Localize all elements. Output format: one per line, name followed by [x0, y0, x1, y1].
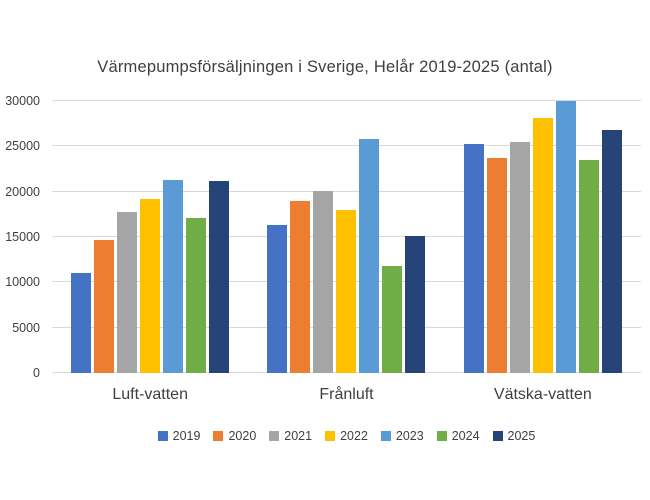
bar-2023-v-tska-vatten — [555, 101, 576, 373]
bar-2024-v-tska-vatten — [578, 159, 599, 373]
legend-label-2025: 2025 — [507, 429, 536, 443]
bar-2024-luft-vatten — [186, 217, 207, 373]
legend-swatch-icon-2021 — [269, 431, 280, 441]
chart-title: Värmepumpsförsäljningen i Sverige, Helår… — [97, 58, 553, 76]
legend-swatch-icon-2023 — [380, 431, 391, 441]
bar-2019-v-tska-vatten — [463, 143, 484, 373]
bar-group-fr-nluft — [248, 101, 444, 373]
bar-group-v-tska-vatten — [445, 101, 641, 373]
y-tick-label-5000: 5000 — [12, 320, 40, 335]
y-tick-label-0: 0 — [33, 366, 40, 380]
gridline-25000 — [52, 145, 641, 147]
gridline-30000 — [52, 100, 641, 101]
y-tick-label-25000: 25000 — [5, 139, 40, 154]
x-category-label-v-tska-vatten: Vätska-vatten — [493, 386, 592, 403]
bar-2020-fr-nluft — [290, 200, 311, 373]
legend-swatch-icon-2024 — [436, 431, 447, 441]
legend: 2019 2020 2021 2022 2023 2024 2025 — [52, 429, 641, 443]
legend-swatch-icon-2025 — [492, 431, 503, 441]
legend-item-2024: 2024 — [436, 429, 480, 443]
y-tick-label-20000: 20000 — [5, 184, 40, 199]
legend-item-2020: 2020 — [213, 429, 256, 443]
legend-item-2019: 2019 — [157, 429, 201, 443]
bar-2021-v-tska-vatten — [509, 141, 530, 373]
bar-groups — [52, 101, 641, 373]
legend-item-2021: 2021 — [269, 429, 312, 443]
legend-item-2025: 2025 — [492, 429, 536, 443]
bar-2021-fr-nluft — [313, 190, 334, 373]
bar-2023-luft-vatten — [163, 179, 184, 373]
bar-2022-luft-vatten — [140, 198, 161, 373]
legend-item-2023: 2023 — [380, 429, 424, 443]
bar-2025-luft-vatten — [209, 180, 230, 373]
bar-2019-fr-nluft — [267, 225, 288, 373]
y-tick-label-30000: 30000 — [5, 94, 40, 108]
legend-label-2023: 2023 — [395, 429, 424, 443]
bar-2022-fr-nluft — [336, 209, 357, 373]
legend-swatch-icon-2019 — [157, 431, 168, 441]
plot-area — [52, 100, 641, 373]
y-tick-label-15000: 15000 — [5, 230, 40, 244]
legend-item-2022: 2022 — [325, 429, 368, 443]
bar-2023-fr-nluft — [359, 139, 380, 373]
bar-2025-v-tska-vatten — [601, 130, 622, 373]
bar-group-luft-vatten — [52, 101, 248, 373]
legend-label-2021: 2021 — [284, 429, 313, 443]
legend-swatch-icon-2020 — [213, 431, 224, 441]
legend-label-2022: 2022 — [340, 429, 368, 443]
bar-2021-luft-vatten — [117, 211, 138, 373]
y-axis-tick-labels: 0 5000 10000 15000 20000 25000 30000 — [0, 94, 40, 380]
x-category-label-luft-vatten: Luft-vatten — [112, 386, 188, 403]
bar-2020-luft-vatten — [94, 239, 115, 373]
legend-label-2024: 2024 — [451, 429, 480, 443]
bar-2020-v-tska-vatten — [486, 158, 507, 373]
y-tick-label-10000: 10000 — [5, 275, 40, 290]
bar-2019-luft-vatten — [71, 273, 92, 373]
legend-label-2019: 2019 — [172, 429, 201, 443]
bar-2025-fr-nluft — [405, 236, 426, 373]
x-axis-category-labels: Luft-vatten Frånluft Vätska-vatten — [52, 386, 641, 404]
bar-2022-v-tska-vatten — [532, 118, 553, 373]
bar-2024-fr-nluft — [382, 266, 403, 373]
gridline-20000 — [52, 190, 641, 192]
legend-label-2020: 2020 — [228, 429, 257, 443]
legend-swatch-icon-2022 — [325, 431, 336, 441]
x-category-label-fr-nluft: Frånluft — [319, 386, 374, 403]
